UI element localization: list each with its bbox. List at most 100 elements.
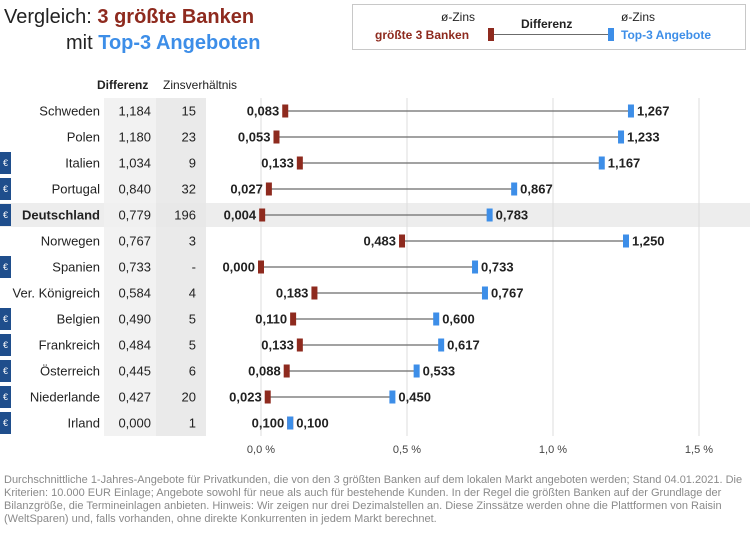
big-banks-value-label: 0,083 bbox=[247, 104, 280, 119]
difference-value: 1,184 bbox=[118, 104, 151, 119]
dumbbell-chart: 0,0 % 0,5 % 1,0 % 1,5 %Schweden 1,184 15 0,083… bbox=[0, 98, 750, 456]
difference-value: 0,490 bbox=[118, 312, 151, 327]
big-banks-value-label: 0,183 bbox=[276, 286, 309, 301]
ratio-value: 5 bbox=[189, 312, 196, 327]
top-offers-marker bbox=[438, 338, 445, 352]
euro-badge bbox=[0, 178, 11, 200]
top-offers-value-label: 0,617 bbox=[447, 338, 480, 353]
footnote: Durchschnittliche 1-Jahres-Angebote für … bbox=[4, 474, 743, 525]
top-offers-value-label: 1,233 bbox=[627, 130, 660, 145]
euro-badge bbox=[0, 256, 11, 278]
top-offers-marker bbox=[287, 416, 294, 430]
difference-value: 0,584 bbox=[118, 286, 151, 301]
big-banks-marker bbox=[290, 312, 297, 326]
x-tick-label: 0,5 % bbox=[393, 444, 421, 456]
top-offers-marker bbox=[486, 208, 493, 222]
ratio-value: 3 bbox=[189, 234, 196, 249]
big-banks-marker bbox=[265, 182, 272, 196]
euro-badge-symbol: € bbox=[3, 366, 8, 376]
ratio-value: 15 bbox=[182, 104, 196, 119]
top-offers-value-label: 0,600 bbox=[442, 312, 475, 327]
title-highlight-big-banks: 3 größte Banken bbox=[97, 6, 255, 28]
country-label: Belgien bbox=[57, 312, 100, 327]
top-offers-value-label: 1,250 bbox=[632, 234, 665, 249]
euro-badge bbox=[0, 386, 11, 408]
big-banks-marker bbox=[311, 286, 318, 300]
euro-badge-symbol: € bbox=[3, 158, 8, 168]
country-label: Frankreich bbox=[39, 338, 100, 353]
big-banks-value-label: 0,133 bbox=[261, 338, 294, 353]
big-banks-value-label: 0,027 bbox=[230, 182, 263, 197]
legend-connector-line bbox=[493, 34, 610, 35]
x-tick-label: 1,0 % bbox=[539, 444, 567, 456]
country-label: Polen bbox=[67, 130, 100, 145]
top-offers-value-label: 0,533 bbox=[423, 364, 456, 379]
country-label: Niederlande bbox=[30, 390, 100, 405]
big-banks-value-label: 0,133 bbox=[261, 156, 294, 171]
top-offers-marker bbox=[627, 104, 634, 118]
big-banks-value-label: 0,088 bbox=[248, 364, 281, 379]
difference-value: 0,427 bbox=[118, 390, 151, 405]
big-banks-marker bbox=[296, 156, 303, 170]
euro-badge bbox=[0, 412, 11, 434]
ratio-value: 196 bbox=[174, 208, 196, 223]
title-highlight-top-offers: Top-3 Angeboten bbox=[98, 32, 261, 54]
title-prefix-2: mit bbox=[66, 32, 99, 54]
legend-big-banks-marker bbox=[488, 28, 494, 41]
top-offers-value-label: 0,450 bbox=[398, 390, 431, 405]
big-banks-value-label: 0,000 bbox=[222, 260, 255, 275]
big-banks-marker bbox=[258, 260, 264, 274]
country-label: Norwegen bbox=[41, 234, 100, 249]
difference-value: 0,000 bbox=[118, 416, 151, 431]
euro-badge-symbol: € bbox=[3, 184, 8, 194]
chart-title: Vergleich: 3 größte Banken mit Top-3 Ang… bbox=[4, 4, 260, 56]
ratio-column-bg bbox=[156, 98, 206, 436]
top-offers-marker bbox=[433, 312, 440, 326]
top-offers-value-label: 1,267 bbox=[637, 104, 670, 119]
country-label: Portugal bbox=[52, 182, 101, 197]
top-offers-marker bbox=[511, 182, 518, 196]
difference-column-bg bbox=[104, 98, 156, 436]
country-label: Irland bbox=[67, 416, 100, 431]
legend-left-top: ø-Zins bbox=[441, 10, 475, 24]
euro-badge bbox=[0, 152, 11, 174]
big-banks-marker bbox=[283, 364, 290, 378]
top-offers-value-label: 0,100 bbox=[296, 416, 329, 431]
top-offers-value-label: 0,867 bbox=[520, 182, 553, 197]
difference-value: 0,445 bbox=[118, 364, 151, 379]
big-banks-marker bbox=[273, 130, 280, 144]
legend-right-top: ø-Zins bbox=[621, 10, 655, 24]
column-header-ratio: Zinsverhältnis bbox=[163, 78, 238, 92]
x-tick-label: 1,5 % bbox=[685, 444, 713, 456]
big-banks-marker bbox=[282, 104, 289, 118]
euro-badge-symbol: € bbox=[3, 210, 8, 220]
euro-badge bbox=[0, 360, 11, 382]
big-banks-marker bbox=[264, 390, 271, 404]
legend-top-offers-marker bbox=[608, 28, 614, 41]
country-label: Italien bbox=[65, 156, 100, 171]
top-offers-value-label: 0,767 bbox=[491, 286, 524, 301]
difference-value: 0,484 bbox=[118, 338, 151, 353]
country-label: Deutschland bbox=[22, 208, 100, 223]
difference-value: 0,779 bbox=[118, 208, 151, 223]
legend-right-bottom: Top-3 Angebote bbox=[621, 28, 711, 42]
country-label: Spanien bbox=[52, 260, 100, 275]
euro-badge bbox=[0, 204, 11, 226]
top-offers-value-label: 0,733 bbox=[481, 260, 514, 275]
big-banks-value-label: 0,023 bbox=[229, 390, 262, 405]
top-offers-marker bbox=[598, 156, 605, 170]
big-banks-marker bbox=[259, 208, 266, 222]
difference-value: 0,767 bbox=[118, 234, 151, 249]
ratio-value: 20 bbox=[182, 390, 196, 405]
ratio-value: 32 bbox=[182, 182, 196, 197]
euro-badge-symbol: € bbox=[3, 340, 8, 350]
ratio-value: 6 bbox=[189, 364, 196, 379]
column-header-difference: Differenz bbox=[97, 78, 149, 92]
difference-value: 1,034 bbox=[118, 156, 151, 171]
euro-badge-symbol: € bbox=[3, 262, 8, 272]
big-banks-value-label: 0,110 bbox=[255, 312, 287, 327]
top-offers-marker bbox=[481, 286, 488, 300]
title-line-2: mit Top-3 Angeboten bbox=[4, 30, 260, 56]
ratio-value: 5 bbox=[189, 338, 196, 353]
country-label: Ver. Königreich bbox=[13, 286, 100, 301]
